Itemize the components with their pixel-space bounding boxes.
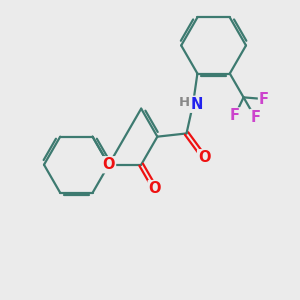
Text: O: O: [149, 181, 161, 196]
Text: O: O: [198, 150, 211, 165]
Text: N: N: [190, 97, 203, 112]
Text: O: O: [103, 157, 115, 172]
Text: F: F: [230, 108, 240, 123]
Text: F: F: [259, 92, 269, 106]
Text: F: F: [250, 110, 260, 125]
Text: H: H: [179, 96, 190, 109]
